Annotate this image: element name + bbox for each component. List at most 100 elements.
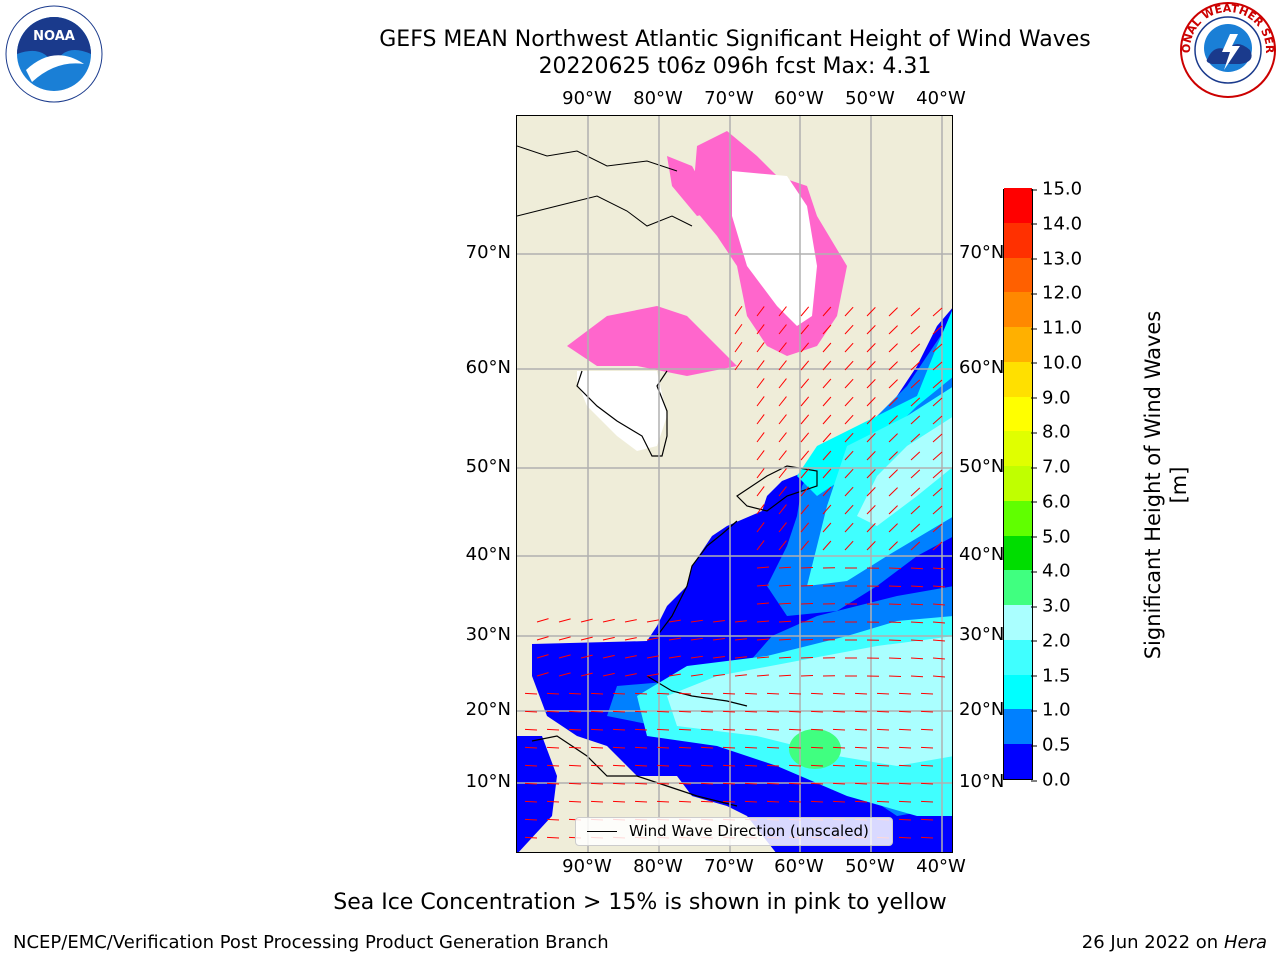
ocean-region bbox=[797, 310, 952, 496]
wave-arrow bbox=[910, 361, 921, 371]
wave-arrow bbox=[866, 451, 876, 461]
wave-arrow bbox=[788, 764, 802, 767]
wave-arrow bbox=[810, 692, 824, 695]
wave-arrow bbox=[810, 710, 824, 713]
wave-arrow bbox=[844, 522, 854, 533]
wave-arrow bbox=[546, 746, 560, 749]
wave-arrow bbox=[744, 692, 758, 695]
wave-arrow bbox=[844, 378, 854, 389]
wave-arrow bbox=[712, 674, 725, 677]
ocean-region bbox=[517, 736, 557, 852]
colorbar-segment bbox=[1004, 257, 1032, 293]
wave-arrow bbox=[678, 728, 692, 731]
wave-arrow bbox=[876, 710, 890, 713]
wave-arrow bbox=[778, 324, 787, 335]
wave-arrow bbox=[932, 567, 946, 570]
wave-arrow bbox=[778, 674, 792, 677]
wave-arrow bbox=[744, 728, 758, 731]
wave-arrow bbox=[756, 620, 770, 623]
wave-arrow bbox=[898, 782, 912, 785]
lon-tick-bottom: 80°W bbox=[633, 856, 683, 877]
wave-arrow bbox=[932, 675, 946, 678]
colorbar-segment bbox=[1004, 430, 1032, 467]
wave-arrow bbox=[910, 307, 921, 317]
colorbar-tick-label: 1.0 bbox=[1031, 699, 1071, 721]
wave-arrow bbox=[854, 728, 868, 731]
wave-arrow bbox=[832, 782, 846, 785]
wave-arrow bbox=[690, 619, 703, 623]
wave-arrow bbox=[800, 306, 810, 317]
wave-arrow bbox=[700, 746, 714, 749]
wave-arrow bbox=[810, 764, 824, 767]
wave-arrow bbox=[788, 800, 802, 803]
wave-arrow bbox=[700, 764, 714, 767]
wave-arrow bbox=[932, 639, 946, 642]
wave-arrow bbox=[524, 818, 538, 821]
ice-white bbox=[577, 371, 667, 451]
wave-arrow bbox=[590, 692, 604, 695]
wave-arrow bbox=[844, 360, 854, 371]
wave-arrow bbox=[546, 818, 560, 821]
wave-arrow bbox=[888, 523, 898, 533]
wave-arrow bbox=[800, 342, 810, 353]
colorbar-tick-label: 10.0 bbox=[1030, 352, 1083, 374]
coastline bbox=[576, 370, 668, 457]
wave-arrow bbox=[734, 638, 747, 641]
wave-arrow bbox=[788, 710, 802, 713]
wave-arrow bbox=[546, 764, 560, 767]
colorbar-segment bbox=[1004, 361, 1032, 397]
wave-arrow bbox=[568, 764, 582, 767]
wave-arrow bbox=[668, 673, 681, 677]
colorbar-segment bbox=[1004, 604, 1032, 640]
wave-arrow bbox=[700, 728, 714, 731]
wave-arrow bbox=[612, 764, 626, 767]
wave-arrow bbox=[800, 378, 810, 389]
wave-arrow bbox=[844, 504, 854, 515]
wave-arrow bbox=[646, 655, 659, 659]
wave-arrow bbox=[910, 415, 921, 425]
wave-arrow bbox=[778, 486, 787, 497]
wave-arrow bbox=[854, 746, 868, 749]
wave-arrow bbox=[568, 782, 582, 785]
wave-arrow bbox=[778, 414, 787, 425]
wave-arrow bbox=[876, 746, 890, 749]
wave-arrow bbox=[888, 379, 898, 389]
wave-arrow bbox=[822, 306, 832, 317]
colorbar-segment bbox=[1004, 674, 1032, 710]
wave-arrow bbox=[722, 746, 736, 749]
wave-arrow bbox=[844, 342, 854, 353]
colorbar-tick-label: 12.0 bbox=[1030, 282, 1083, 304]
wave-arrow bbox=[678, 764, 692, 767]
colorbar-tick-label: 0.5 bbox=[1031, 734, 1071, 756]
wave-arrow bbox=[888, 307, 898, 317]
wave-arrow bbox=[766, 710, 780, 713]
wave-arrow bbox=[910, 505, 921, 515]
wave-arrow bbox=[756, 306, 765, 317]
wave-arrow bbox=[920, 836, 934, 839]
wave-arrow bbox=[932, 603, 946, 606]
wave-arrow bbox=[612, 800, 626, 803]
wave-arrow bbox=[558, 654, 571, 659]
wave-arrow bbox=[624, 637, 637, 641]
wave-arrow bbox=[546, 782, 560, 785]
wave-arrow bbox=[800, 504, 810, 515]
footer-credit: NCEP/EMC/Verification Post Processing Pr… bbox=[13, 932, 609, 953]
wave-arrow bbox=[866, 307, 876, 317]
wave-arrow bbox=[756, 504, 765, 515]
wave-arrow bbox=[634, 764, 648, 767]
wave-arrow bbox=[756, 522, 765, 533]
wave-arrow bbox=[656, 800, 670, 803]
wave-arrow bbox=[800, 522, 810, 533]
wave-arrow bbox=[536, 618, 549, 623]
wave-arrow bbox=[910, 469, 921, 479]
wave-arrow bbox=[866, 541, 876, 551]
wave-arrow bbox=[832, 800, 846, 803]
wave-arrow bbox=[788, 746, 802, 749]
wave-arrow bbox=[910, 433, 921, 443]
wave-arrow bbox=[524, 746, 538, 749]
wave-arrow bbox=[756, 450, 765, 461]
colorbar-tick-label: 13.0 bbox=[1030, 248, 1083, 270]
wave-arrow bbox=[910, 675, 924, 678]
wave-arrow bbox=[888, 361, 898, 371]
wave-arrow bbox=[920, 746, 934, 749]
